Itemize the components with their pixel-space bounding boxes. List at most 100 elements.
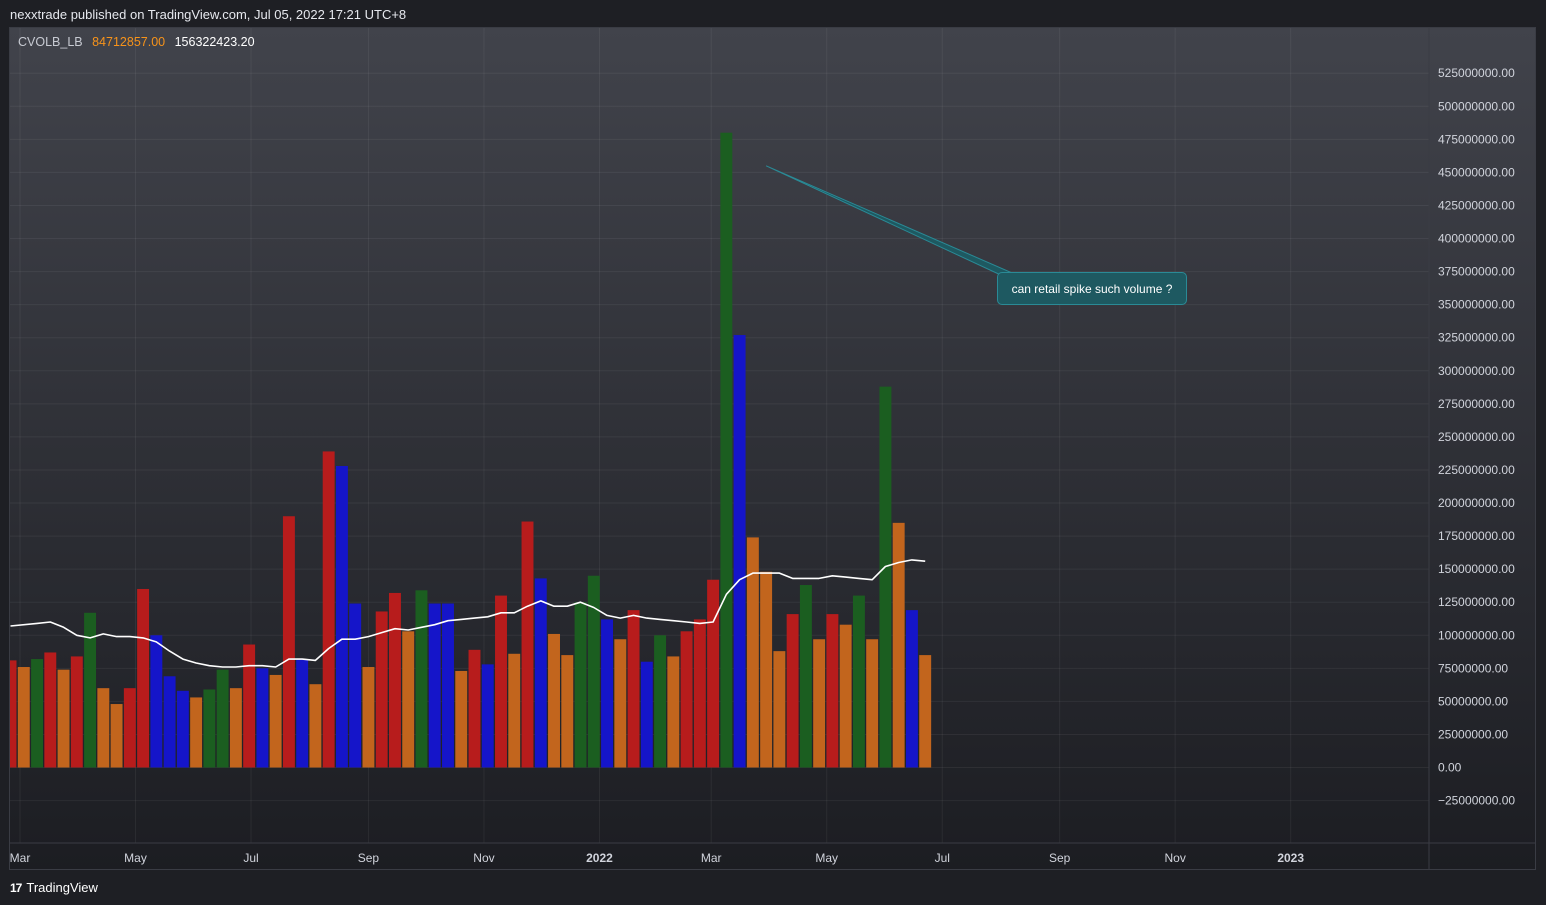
y-tick-label: 225000000.00 [1438, 463, 1515, 477]
volume-bar[interactable] [282, 516, 295, 768]
volume-bar[interactable] [852, 595, 865, 768]
volume-bar[interactable] [601, 619, 614, 768]
volume-bar[interactable] [587, 575, 600, 768]
x-tick-label: Mar [701, 851, 722, 865]
volume-bar[interactable] [428, 603, 441, 768]
volume-bar[interactable] [309, 684, 322, 768]
y-tick-label: 450000000.00 [1438, 165, 1515, 179]
volume-bar[interactable] [31, 659, 44, 768]
volume-bar[interactable] [892, 522, 905, 768]
volume-bar[interactable] [190, 697, 203, 768]
volume-bar[interactable] [654, 635, 667, 768]
indicator-legend[interactable]: CVOLB_LB 84712857.00 156322423.20 [18, 35, 255, 49]
volume-bar[interactable] [442, 603, 454, 768]
volume-bar[interactable] [839, 624, 852, 768]
volume-bar[interactable] [614, 639, 627, 768]
indicator-name[interactable]: CVOLB_LB [18, 35, 83, 49]
volume-bar[interactable] [746, 537, 759, 768]
volume-bar[interactable] [17, 667, 30, 768]
volume-bar[interactable] [10, 660, 17, 768]
volume-bar[interactable] [150, 635, 163, 768]
volume-bar[interactable] [57, 669, 70, 768]
volume-bar[interactable] [455, 670, 468, 768]
volume-bar[interactable] [508, 653, 521, 768]
volume-bar[interactable] [375, 611, 388, 768]
volume-bar[interactable] [388, 592, 401, 768]
volume-bar[interactable] [110, 704, 123, 768]
y-tick-label: 425000000.00 [1438, 198, 1515, 212]
volume-bar[interactable] [720, 132, 733, 768]
tradingview-logo-icon: 17 [10, 880, 22, 895]
volume-bar[interactable] [256, 668, 269, 768]
annotation-callout[interactable]: can retail spike such volume ? [997, 272, 1187, 305]
volume-bar[interactable] [919, 655, 932, 768]
volume-bar[interactable] [349, 603, 362, 768]
tradingview-logo[interactable]: 17 TradingView [10, 880, 98, 895]
volume-bar[interactable] [905, 610, 918, 768]
volume-bar[interactable] [243, 644, 256, 768]
volume-bar[interactable] [680, 631, 693, 768]
volume-bar[interactable] [203, 689, 216, 768]
volume-bar[interactable] [269, 674, 282, 768]
volume-bar[interactable] [335, 465, 348, 768]
volume-bar[interactable] [866, 639, 879, 768]
volume-bar[interactable] [733, 335, 746, 768]
volume-bar[interactable] [786, 614, 799, 768]
volume-bar[interactable] [163, 676, 176, 768]
indicator-value-2: 156322423.20 [174, 35, 255, 49]
volume-bar[interactable] [707, 579, 720, 768]
volume-bar[interactable] [44, 652, 57, 768]
y-tick-label: 325000000.00 [1438, 331, 1515, 345]
y-tick-label: 525000000.00 [1438, 66, 1515, 80]
volume-bar[interactable] [640, 661, 653, 768]
y-tick-label: 200000000.00 [1438, 496, 1515, 510]
y-tick-label: 50000000.00 [1438, 694, 1508, 708]
volume-bar[interactable] [296, 659, 309, 768]
volume-bar[interactable] [70, 656, 83, 768]
x-tick-label: 2022 [586, 851, 613, 865]
chart-canvas[interactable]: 525000000.00 500000000.00 475000000.00 4500… [10, 28, 1536, 870]
publisher-info: nexxtrade published on TradingView.com, … [10, 7, 407, 22]
volume-bar[interactable] [813, 639, 826, 768]
volume-bar[interactable] [84, 612, 97, 768]
x-tick-label: May [815, 851, 838, 865]
volume-bar[interactable] [561, 655, 574, 768]
y-tick-label: 375000000.00 [1438, 265, 1515, 279]
volume-bar[interactable] [468, 649, 481, 768]
annotation-text: can retail spike such volume ? [1011, 281, 1173, 296]
volume-bar[interactable] [97, 688, 110, 768]
volume-bar[interactable] [123, 688, 136, 768]
volume-bar[interactable] [415, 590, 428, 768]
x-tick-label: Mar [10, 851, 30, 865]
average-line[interactable] [10, 559, 926, 668]
volume-bar[interactable] [322, 451, 335, 768]
y-tick-label: 275000000.00 [1438, 397, 1515, 411]
volume-bar[interactable] [574, 602, 587, 768]
volume-bar[interactable] [799, 585, 812, 768]
x-tick-label: 2023 [1277, 851, 1304, 865]
volume-bar[interactable] [362, 667, 375, 768]
volume-bar[interactable] [693, 619, 706, 768]
volume-bar[interactable] [760, 571, 773, 768]
y-tick-label: 0.00 [1438, 761, 1462, 775]
volume-bar[interactable] [627, 610, 640, 768]
volume-bar[interactable] [548, 633, 560, 768]
volume-bar[interactable] [521, 521, 534, 768]
volume-bar[interactable] [773, 651, 786, 768]
volume-bar[interactable] [137, 588, 150, 768]
volume-bar[interactable] [176, 690, 189, 768]
volume-bar[interactable] [667, 656, 680, 768]
y-tick-label: 100000000.00 [1438, 628, 1515, 642]
volume-bar[interactable] [826, 614, 839, 768]
volume-bar[interactable] [879, 386, 892, 768]
volume-bar[interactable] [402, 631, 415, 768]
y-tick-label: 500000000.00 [1438, 99, 1515, 113]
volume-bar[interactable] [495, 595, 507, 768]
volume-bar[interactable] [216, 669, 229, 768]
volume-bar[interactable] [534, 578, 547, 768]
volume-bar[interactable] [229, 688, 242, 768]
volume-bar[interactable] [481, 664, 494, 768]
y-tick-label: 300000000.00 [1438, 364, 1515, 378]
y-tick-label: 25000000.00 [1438, 727, 1508, 741]
chart-frame[interactable]: 525000000.00 500000000.00 475000000.00 4500… [9, 27, 1536, 870]
